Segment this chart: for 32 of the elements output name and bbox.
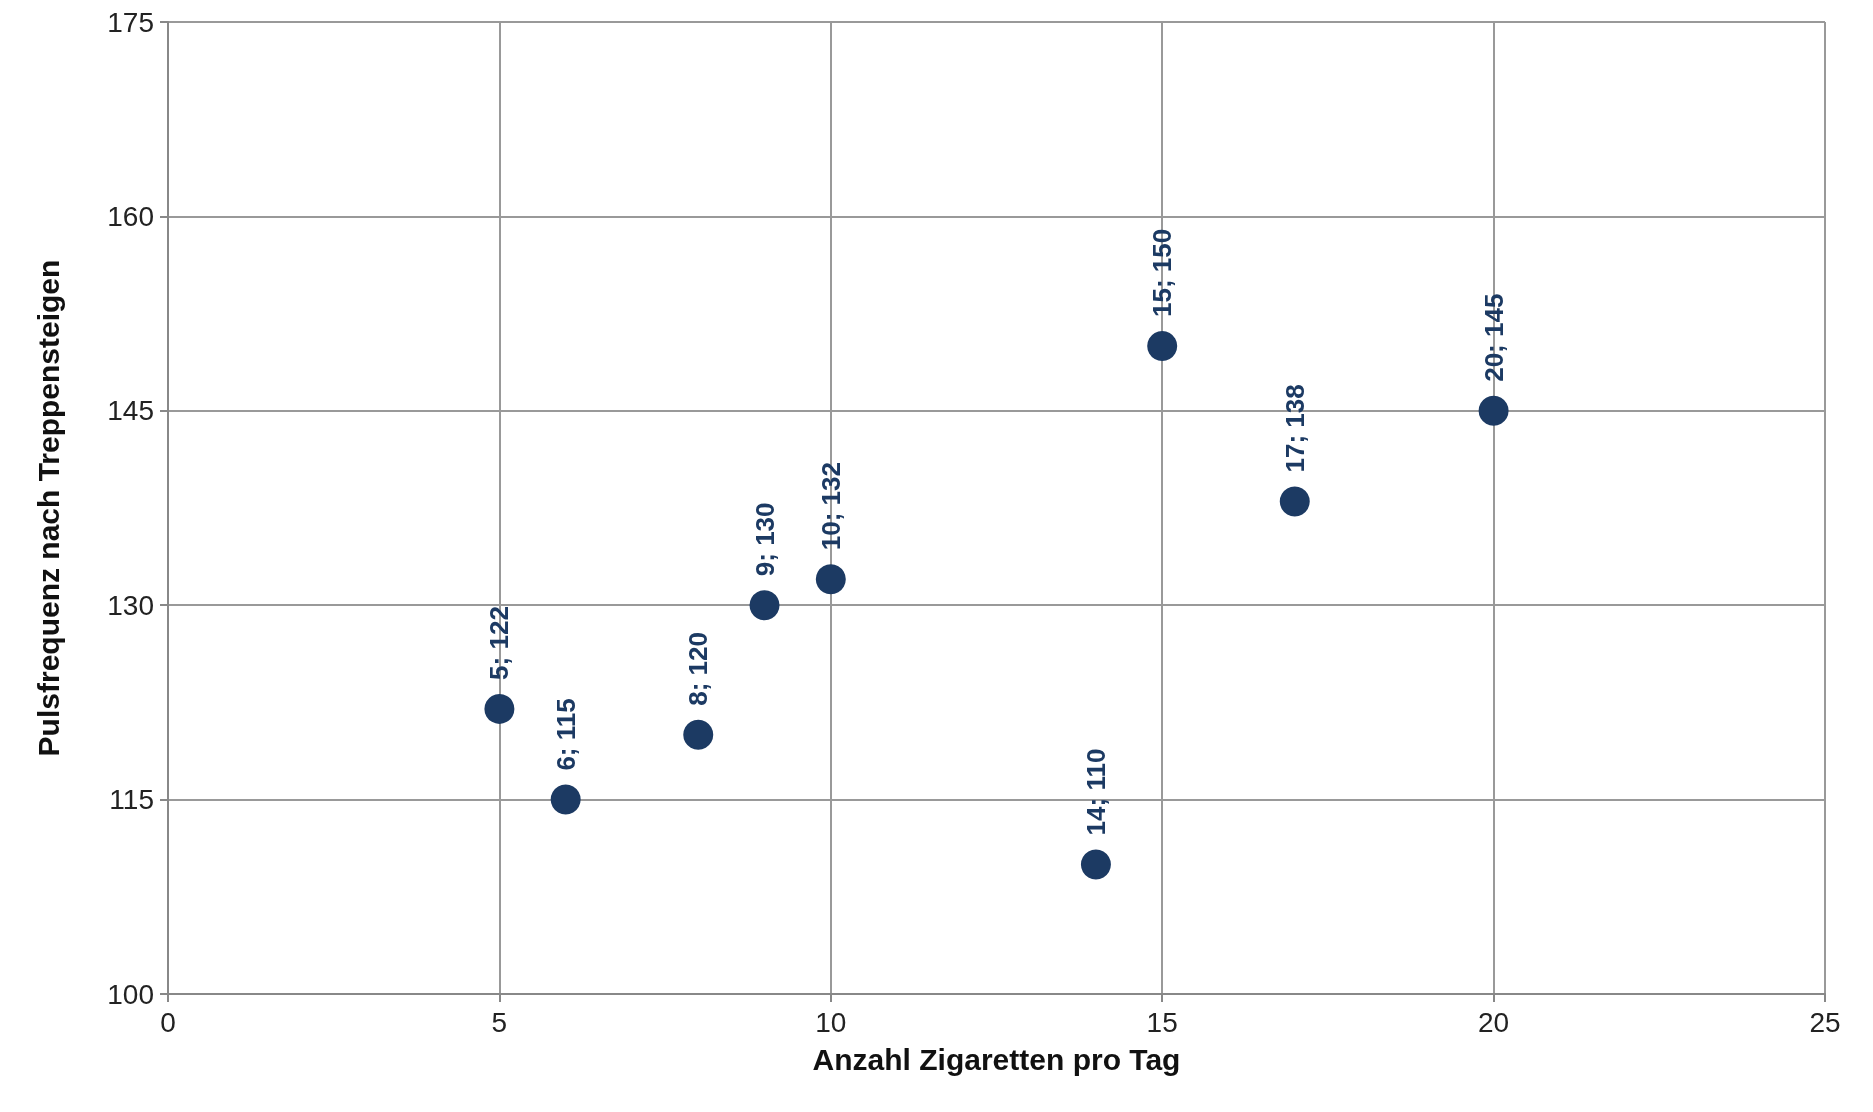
point — [1478, 395, 1509, 426]
y-tick-label: 115 — [109, 784, 154, 816]
point — [550, 784, 581, 815]
point — [1080, 849, 1111, 880]
y-tick-label: 160 — [107, 200, 154, 232]
data-label: 8; 120 — [683, 632, 714, 706]
point — [683, 719, 714, 750]
x-tick-label: 20 — [1478, 1006, 1510, 1038]
y-tick-label: 145 — [107, 395, 154, 427]
data-label: 6; 115 — [550, 698, 581, 771]
data-label: 20; 145 — [1478, 293, 1509, 382]
point — [1279, 486, 1310, 517]
point — [484, 693, 515, 724]
data-label: 5; 122 — [484, 606, 515, 680]
point — [1147, 331, 1178, 361]
y-tick-label: 175 — [107, 6, 154, 38]
y-tick-label: 130 — [107, 589, 154, 621]
data-label: 15; 150 — [1147, 228, 1178, 317]
point — [815, 564, 846, 595]
y-axis-title: Pulsfrequenz nach Treppensteigen — [31, 259, 65, 757]
data-label: 10; 132 — [815, 462, 846, 551]
data-label: 14; 110 — [1080, 748, 1111, 836]
x-tick-label: 15 — [1146, 1006, 1178, 1038]
x-axis-title: Anzahl Zigaretten pro Tag — [812, 1042, 1181, 1076]
point — [749, 590, 780, 621]
x-tick-label: 10 — [815, 1006, 847, 1038]
data-label: 17; 138 — [1279, 384, 1310, 473]
data-label: 9; 130 — [749, 502, 780, 577]
x-tick-label: 5 — [491, 1006, 508, 1038]
y-tick-label: 100 — [107, 978, 154, 1010]
x-tick-label: 25 — [1809, 1006, 1841, 1038]
x-tick-label: 0 — [160, 1006, 176, 1038]
